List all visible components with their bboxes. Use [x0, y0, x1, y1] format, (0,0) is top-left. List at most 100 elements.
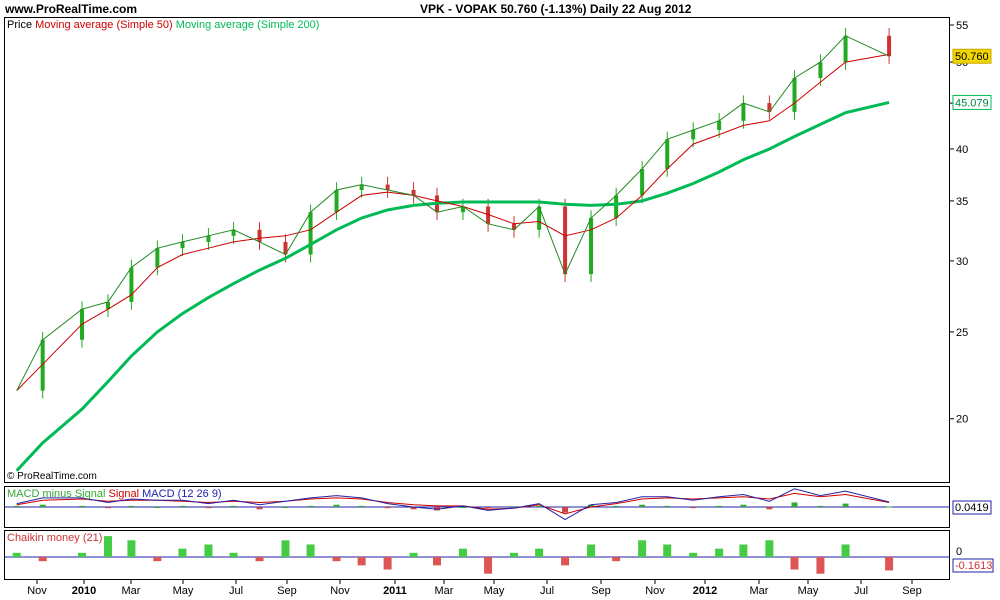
macd-hist-bar [613, 505, 620, 507]
chaikin-panel[interactable] [4, 530, 950, 580]
macd-hist-bar [256, 507, 263, 510]
x-axis-label: May [173, 585, 194, 597]
chart-title: VPK - VOPAK 50.760 (-1.13%) Daily 22 Aug… [420, 2, 692, 16]
price-panel[interactable] [4, 17, 950, 483]
x-axis-label: Nov [645, 585, 665, 597]
x-axis-label: May [484, 585, 505, 597]
price-candle-body [589, 217, 594, 275]
price-candle-body [665, 139, 670, 169]
price-candle-body [818, 62, 823, 78]
macd-hist-bar [230, 505, 237, 507]
chaikin-bar [127, 540, 136, 557]
chaikin-bar [204, 544, 213, 557]
y-tick-label: 55 [956, 20, 968, 32]
chaikin-bar [38, 557, 47, 562]
x-axis-label: Jul [229, 585, 243, 597]
price-candle-body [614, 195, 619, 218]
macd-hist-bar [664, 505, 671, 507]
x-axis-label: 2010 [72, 585, 96, 597]
macd-hist-bar [459, 507, 466, 508]
macd-hist-bar [358, 505, 365, 507]
price-candle-body [385, 184, 390, 190]
macd-hist-bar [716, 505, 723, 507]
macd-hist-bar [817, 505, 824, 507]
chaikin-bar [178, 548, 187, 557]
last-price-tag: 50.760 [955, 51, 989, 63]
macd-hist-bar [282, 507, 289, 508]
macd-line [16, 488, 890, 521]
price-candle-body [741, 103, 746, 121]
macd-hist-bar [740, 504, 747, 507]
chaikin-bar [885, 557, 894, 571]
chaikin-bar [715, 548, 724, 557]
site-label: www.ProRealTime.com [5, 2, 138, 16]
chaikin-bar [409, 552, 418, 557]
chaikin-legend: Chaikin money (21) [7, 532, 103, 544]
price-candle-body [206, 235, 211, 242]
chaikin-bar [790, 557, 799, 570]
chaikin-bar [587, 544, 596, 557]
macd-hist-bar [766, 507, 773, 510]
legend-price: Price [7, 19, 33, 31]
price-candle-body [411, 189, 416, 196]
macd-hist-bar [410, 507, 417, 510]
chaikin-zero-label: 0 [956, 546, 962, 558]
legend-ma50: Moving average (Simple 50) [35, 19, 173, 31]
chaikin-bar [663, 544, 672, 557]
last-price-tag-bg [952, 48, 992, 64]
price-candle-body [231, 229, 236, 236]
macd-hist-bar [307, 505, 314, 507]
x-axis-label: Sep [591, 585, 611, 597]
price-line [16, 35, 890, 391]
macd-hist-bar [154, 507, 161, 508]
chaikin-bar [12, 552, 21, 557]
macd-hist-bar [536, 505, 543, 507]
ma200-line [15, 100, 890, 472]
chaikin-bar [561, 557, 570, 566]
price-candle-body [460, 206, 465, 213]
price-candle-body [717, 120, 722, 130]
macd-hist-bar [639, 504, 646, 507]
x-axis-label: May [798, 585, 819, 597]
macd-hist-bar [333, 504, 340, 507]
chaikin-bar [765, 540, 774, 557]
x-axis-label: Nov [27, 585, 47, 597]
ma50-line [16, 53, 890, 391]
chaikin-bar [841, 544, 850, 557]
x-axis-label: Sep [902, 585, 922, 597]
chaikin-bar [816, 557, 825, 574]
price-candle-body [283, 241, 288, 255]
chaikin-bar [638, 540, 647, 557]
macd-hist-bar [205, 507, 212, 509]
price-candle-body [105, 301, 110, 310]
chaikin-bar [103, 536, 112, 557]
y-tick-label: 20 [956, 414, 968, 426]
chaikin-bar [484, 557, 493, 574]
price-candle-body [792, 77, 797, 112]
price-candle-body [308, 212, 313, 255]
macd-hist-bar [179, 505, 186, 507]
price-candle-body [359, 184, 364, 190]
y-tick-label: 30 [956, 256, 968, 268]
chaikin-bar [458, 548, 467, 557]
chaikin-bar [510, 552, 519, 557]
y-tick-label: 25 [956, 327, 968, 339]
chaikin-bar [332, 557, 341, 562]
x-axis-label: Jul [854, 585, 868, 597]
price-legend: Price Moving average (Simple 50) Moving … [7, 19, 319, 31]
macd-hist-bar [128, 505, 135, 507]
ma200-tag-bg [952, 94, 992, 110]
price-candle-body [334, 189, 339, 213]
macd-hist-bar [39, 504, 46, 507]
macd-hist-bar [886, 506, 893, 508]
chaikin-tag-bg [952, 558, 994, 573]
chaikin-bar [229, 552, 238, 557]
price-candle-body [843, 35, 848, 63]
macd-hist-bar [13, 505, 20, 507]
legend-signal: Signal [108, 488, 140, 500]
macd-hist-bar [384, 507, 391, 509]
chaikin-bar [739, 544, 748, 557]
macd-hist-bar [690, 507, 697, 509]
price-candle-body [537, 206, 542, 230]
